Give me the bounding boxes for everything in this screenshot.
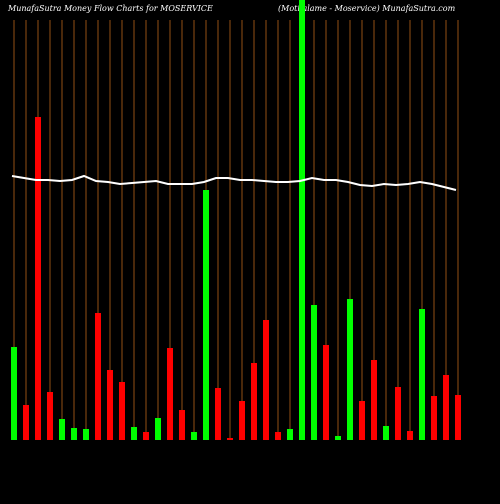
- chart-title: MunafaSutra Money Flow Charts for MOSERV…: [7, 4, 213, 13]
- bar: [215, 388, 221, 440]
- bar: [419, 309, 425, 440]
- bar: [95, 313, 101, 440]
- bar: [23, 405, 29, 440]
- chart-subtitle: (Motilalame - Moservice) MunafaSutra.com: [278, 4, 456, 13]
- bar: [359, 401, 365, 440]
- bar: [227, 438, 233, 440]
- bar: [179, 410, 185, 440]
- bar: [443, 375, 449, 440]
- bar: [47, 392, 53, 440]
- bar: [167, 348, 173, 440]
- bar: [371, 360, 377, 440]
- bar: [71, 428, 77, 440]
- bar: [455, 395, 461, 440]
- bar: [143, 432, 149, 440]
- bar: [131, 427, 137, 440]
- bar: [119, 382, 125, 440]
- bar: [323, 345, 329, 440]
- bar: [311, 305, 317, 440]
- bar: [35, 117, 41, 440]
- bar: [155, 418, 161, 440]
- bar: [83, 429, 89, 440]
- bar: [59, 419, 65, 440]
- bar: [275, 432, 281, 440]
- bar: [383, 426, 389, 440]
- bar: [11, 347, 17, 440]
- bar: [191, 432, 197, 440]
- bar: [107, 370, 113, 440]
- bar: [287, 429, 293, 440]
- money-flow-line: [11, 174, 457, 191]
- bar: [431, 396, 437, 440]
- bar: [239, 401, 245, 440]
- bar: [407, 431, 413, 440]
- bar: [251, 363, 257, 440]
- bar: [299, 0, 305, 440]
- bar: [347, 299, 353, 440]
- bar: [263, 320, 269, 440]
- bar: [203, 190, 209, 440]
- bar: [395, 387, 401, 440]
- bar: [335, 436, 341, 440]
